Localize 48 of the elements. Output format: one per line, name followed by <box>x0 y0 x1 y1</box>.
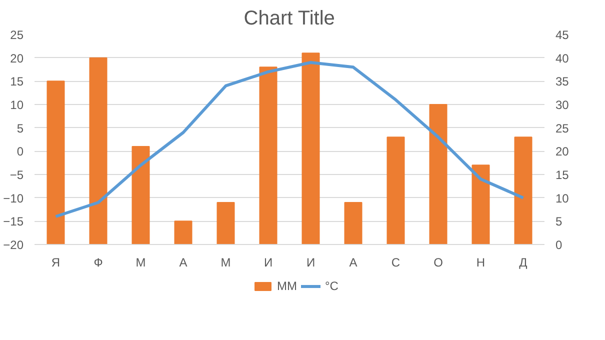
y-tick-label: 5 <box>16 121 24 136</box>
legend-label: °C <box>325 279 340 293</box>
y-tick-label: −5 <box>10 168 24 182</box>
y2-tick-label: 35 <box>556 74 570 89</box>
x-tick-label: Д <box>519 256 528 270</box>
y2-tick-label: 10 <box>556 191 570 206</box>
y-tick-label: 20 <box>10 51 24 66</box>
bar <box>259 66 278 244</box>
y-tick-label: −20 <box>3 238 24 252</box>
y2-tick-label: 20 <box>556 144 570 159</box>
x-tick-label: С <box>391 256 400 270</box>
x-tick-label: И <box>264 256 273 270</box>
y-tick-label: 15 <box>10 74 24 89</box>
y-tick-label: 25 <box>10 28 24 42</box>
x-tick-label: М <box>220 256 231 270</box>
y2-tick-label: 45 <box>556 28 570 42</box>
bar <box>132 146 150 244</box>
x-tick-label: Ф <box>94 256 103 270</box>
x-tick-label: Н <box>476 256 486 270</box>
chart-title: Chart Title <box>244 8 335 30</box>
bar <box>386 136 405 244</box>
y2-tick-label: 0 <box>556 238 562 252</box>
bar <box>174 220 192 244</box>
y2-tick-label: 5 <box>556 214 562 229</box>
x-tick-label: Я <box>51 256 60 270</box>
y2-tick-label: 15 <box>556 168 570 182</box>
y-tick-label: 10 <box>10 98 24 112</box>
bar <box>46 80 65 244</box>
x-tick-label: А <box>349 256 358 270</box>
y2-tick-label: 25 <box>556 121 570 136</box>
bar <box>514 136 532 244</box>
bar <box>302 52 320 244</box>
bar <box>89 57 108 244</box>
y2-tick-label: 40 <box>556 51 570 66</box>
x-tick-label: И <box>306 256 316 270</box>
x-tick-label: М <box>136 256 146 270</box>
bar <box>216 202 235 244</box>
bar <box>429 104 448 244</box>
x-tick-label: О <box>434 256 443 270</box>
y2-tick-label: 30 <box>556 98 570 112</box>
y-tick-label: −10 <box>3 191 24 206</box>
line-series <box>54 61 525 218</box>
x-tick-label: А <box>179 256 188 270</box>
y-tick-label: 0 <box>16 144 24 159</box>
bar <box>344 202 362 244</box>
y-tick-label: −15 <box>3 214 24 229</box>
bar <box>472 164 490 244</box>
legend-label: ММ <box>277 279 297 293</box>
